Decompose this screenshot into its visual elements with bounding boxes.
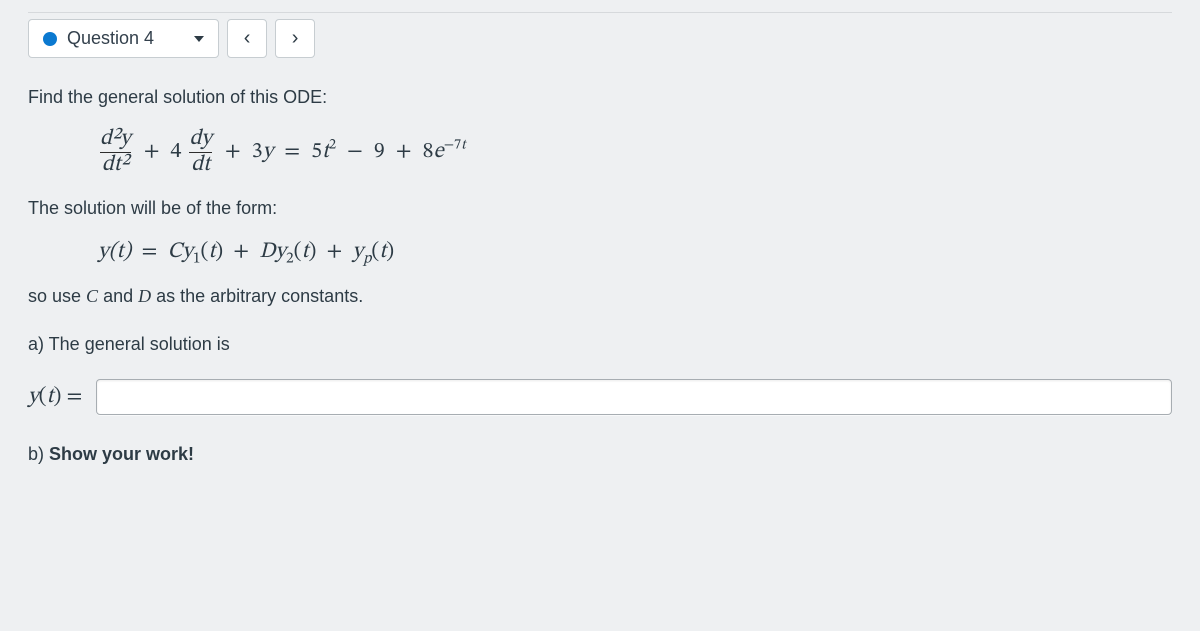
- ode-equation: d²y dt² + 4 dy dt + 3y = 5t2 − 9 + 8e−7t: [98, 128, 1172, 177]
- part-a-label: a) The general solution is: [28, 331, 1172, 357]
- prev-question-button[interactable]: ‹: [227, 19, 267, 58]
- part-b-label: b) Show your work!: [28, 441, 1172, 467]
- question-label: Question 4: [67, 28, 154, 49]
- intro-text: Find the general solution of this ODE:: [28, 84, 1172, 110]
- ode-rhs-c: 8e−7t: [423, 137, 466, 169]
- answer-input[interactable]: [96, 379, 1172, 415]
- next-question-button[interactable]: ›: [275, 19, 315, 58]
- ode-plus3: +: [391, 137, 417, 169]
- form-lhs: y(t): [98, 241, 131, 263]
- solution-form-equation: y(t) = Cy1(t) + Dy2(t) + yp(t): [98, 237, 1172, 269]
- question-nav-bar: Question 4 ‹ ›: [28, 19, 1172, 58]
- form-eq: =: [136, 241, 162, 263]
- constants-C: C: [86, 286, 98, 306]
- constants-post: as the arbitrary constants.: [151, 286, 363, 306]
- form-term1: Cy1(t): [167, 241, 223, 263]
- form-term3: yp(t): [352, 241, 394, 263]
- constants-pre: so use: [28, 286, 86, 306]
- ode-eq: =: [279, 137, 305, 169]
- question-selector[interactable]: Question 4: [28, 19, 219, 58]
- caret-down-icon: [194, 36, 204, 42]
- form-plus1: +: [228, 241, 254, 263]
- frac-dy-dt: dy dt: [187, 128, 213, 177]
- top-divider: [28, 12, 1172, 13]
- ode-den1: dt²: [102, 154, 129, 176]
- form-term2: Dy2(t): [259, 241, 316, 263]
- status-dot-icon: [43, 32, 57, 46]
- form-intro-text: The solution will be of the form:: [28, 195, 1172, 221]
- constants-line: so use C and D as the arbitrary constant…: [28, 283, 1172, 309]
- answer-lhs: y(t) =: [28, 382, 82, 414]
- ode-minus: −: [342, 137, 368, 169]
- ode-plus1: +: [139, 137, 165, 169]
- answer-row: y(t) =: [28, 379, 1172, 415]
- chevron-left-icon: ‹: [244, 27, 251, 50]
- question-body: Find the general solution of this ODE: d…: [28, 84, 1172, 468]
- form-plus2: +: [321, 241, 347, 263]
- part-b-bold: Show your work!: [49, 444, 194, 464]
- ode-rhs-a: 5t2: [311, 137, 336, 169]
- ode-num1: d²y: [100, 128, 131, 150]
- chevron-right-icon: ›: [292, 27, 299, 50]
- part-b-prefix: b): [28, 444, 49, 464]
- constants-mid: and: [98, 286, 138, 306]
- ode-den2: dt: [191, 154, 210, 176]
- ode-plus2: +: [220, 137, 246, 169]
- ode-coef2: 4: [171, 137, 182, 169]
- frac-d2y-dt2: d²y dt²: [98, 128, 133, 177]
- ode-term3: 3y: [252, 141, 274, 163]
- ode-num2: dy: [189, 128, 211, 150]
- constants-D: D: [138, 286, 151, 306]
- ode-rhs-b: 9: [374, 137, 385, 169]
